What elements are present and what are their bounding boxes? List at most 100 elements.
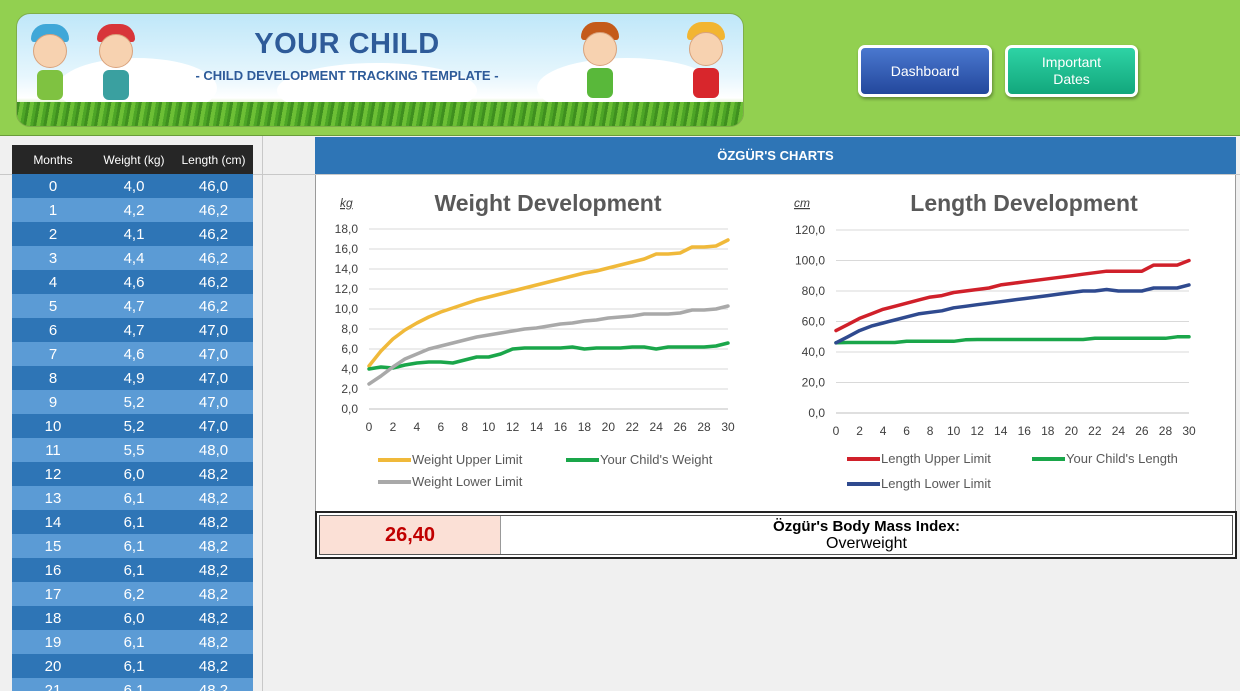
table-row: 9 5,2 47,0: [12, 390, 253, 414]
x-tick-label: 26: [673, 420, 687, 434]
x-tick-label: 22: [1088, 424, 1102, 438]
x-tick-label: 12: [506, 420, 520, 434]
dashboard-button[interactable]: Dashboard: [858, 45, 992, 97]
cell-weight: 6,1: [123, 681, 145, 691]
important-dates-button-label: Important Dates: [1041, 54, 1102, 87]
series-line: [367, 341, 730, 371]
cell-length: 47,0: [198, 321, 229, 339]
x-tick-label: 10: [482, 420, 496, 434]
cell-weight: 6,1: [123, 561, 145, 579]
cell-weight: 6,2: [123, 585, 145, 603]
cell-length: 47,0: [198, 345, 229, 363]
x-tick-label: 24: [1112, 424, 1126, 438]
cell-length: 48,2: [198, 465, 229, 483]
cell-weight: 4,6: [123, 345, 145, 363]
row-divider: [0, 174, 1240, 175]
charts-canvas: Weight Development kg 0,0 2,0 4,0 6,0 8,0 10,0 1…: [335, 190, 1196, 491]
bmi-panel: 26,40 Özgür's Body Mass Index: Overweigh…: [315, 511, 1237, 559]
y-axis-unit: cm: [794, 196, 810, 210]
y-tick-label: 100,0: [795, 254, 825, 268]
column-header-length: Length (cm): [181, 152, 246, 167]
cell-weight: 4,0: [123, 177, 145, 195]
table-row: 21 6,1 48,2: [12, 678, 253, 691]
x-tick-label: 20: [1065, 424, 1079, 438]
bmi-label: Özgür's Body Mass Index:: [773, 517, 960, 535]
y-axis-unit: kg: [340, 196, 353, 210]
table-row: 1 4,2 46,2: [12, 198, 253, 222]
cell-month: 15: [44, 537, 62, 555]
table-row: 17 6,2 48,2: [12, 582, 253, 606]
cell-weight: 6,0: [123, 609, 145, 627]
charts-header: ÖZGÜR'S CHARTS: [315, 137, 1236, 174]
y-tick-label: 8,0: [341, 322, 358, 336]
series-line: [834, 283, 1191, 345]
series-line: [834, 335, 1191, 345]
legend-label: Weight Upper Limit: [412, 452, 523, 467]
x-tick-label: 14: [994, 424, 1008, 438]
cell-month: 9: [48, 393, 58, 411]
legend-label: Your Child's Length: [1066, 451, 1178, 466]
cell-weight: 4,7: [123, 297, 145, 315]
y-tick-label: 10,0: [335, 302, 359, 316]
cell-weight: 5,2: [123, 417, 145, 435]
cell-weight: 4,4: [123, 249, 145, 267]
cell-month: 13: [44, 489, 62, 507]
cell-month: 20: [44, 657, 62, 675]
cell-length: 46,2: [198, 273, 229, 291]
banner: YOUR CHILD - CHILD DEVELOPMENT TRACKING …: [16, 13, 744, 127]
x-tick-label: 6: [903, 424, 910, 438]
cell-month: 14: [44, 513, 62, 531]
table-row: 5 4,7 46,2: [12, 294, 253, 318]
y-tick-label: 16,0: [335, 242, 359, 256]
x-tick-label: 24: [650, 420, 664, 434]
cell-weight: 4,6: [123, 273, 145, 291]
important-dates-button[interactable]: Important Dates: [1005, 45, 1138, 97]
table-row: 11 5,5 48,0: [12, 438, 253, 462]
cell-length: 48,2: [198, 489, 229, 507]
cell-length: 46,2: [198, 297, 229, 315]
cell-weight: 6,1: [123, 537, 145, 555]
y-tick-label: 0,0: [341, 402, 358, 416]
x-tick-label: 14: [530, 420, 544, 434]
cell-length: 48,2: [198, 609, 229, 627]
table-row: 14 6,1 48,2: [12, 510, 253, 534]
x-tick-label: 28: [1159, 424, 1173, 438]
x-tick-label: 6: [437, 420, 444, 434]
table-row: 4 4,6 46,2: [12, 270, 253, 294]
charts-panel: Weight Development kg 0,0 2,0 4,0 6,0 8,0 10,0 1…: [315, 175, 1236, 511]
x-tick-label: 8: [461, 420, 468, 434]
cell-length: 46,0: [198, 177, 229, 195]
series-line: [834, 258, 1191, 333]
y-tick-label: 2,0: [341, 382, 358, 396]
banner-subtitle: - CHILD DEVELOPMENT TRACKING TEMPLATE -: [195, 68, 499, 83]
cell-month: 6: [48, 321, 58, 339]
cell-length: 48,2: [198, 681, 229, 691]
cell-month: 2: [48, 225, 58, 243]
table-row: 13 6,1 48,2: [12, 486, 253, 510]
grass-decoration: [17, 102, 743, 126]
x-tick-label: 16: [554, 420, 568, 434]
cell-month: 1: [48, 201, 58, 219]
table-row: 7 4,6 47,0: [12, 342, 253, 366]
column-header-weight: Weight (kg): [103, 152, 165, 167]
cell-weight: 5,5: [123, 441, 145, 459]
cell-length: 48,2: [198, 585, 229, 603]
table-row: 12 6,0 48,2: [12, 462, 253, 486]
x-tick-label: 2: [856, 424, 863, 438]
y-tick-label: 80,0: [802, 284, 826, 298]
x-tick-label: 18: [578, 420, 592, 434]
x-tick-label: 0: [366, 420, 373, 434]
y-tick-label: 18,0: [335, 222, 359, 236]
bmi-value: 26,40: [320, 516, 501, 554]
cell-weight: 6,1: [123, 633, 145, 651]
x-tick-label: 20: [602, 420, 616, 434]
chart-title: Length Development: [910, 190, 1138, 216]
cell-length: 48,2: [198, 657, 229, 675]
y-tick-label: 4,0: [341, 362, 358, 376]
measurements-table: Months Weight (kg) Length (cm) 0 4,0 46,0 1…: [12, 145, 253, 691]
series-line: [367, 304, 730, 386]
bmi-status: Overweight: [826, 534, 907, 552]
column-divider: [262, 136, 263, 691]
table-row: 10 5,2 47,0: [12, 414, 253, 438]
table-row: 18 6,0 48,2: [12, 606, 253, 630]
